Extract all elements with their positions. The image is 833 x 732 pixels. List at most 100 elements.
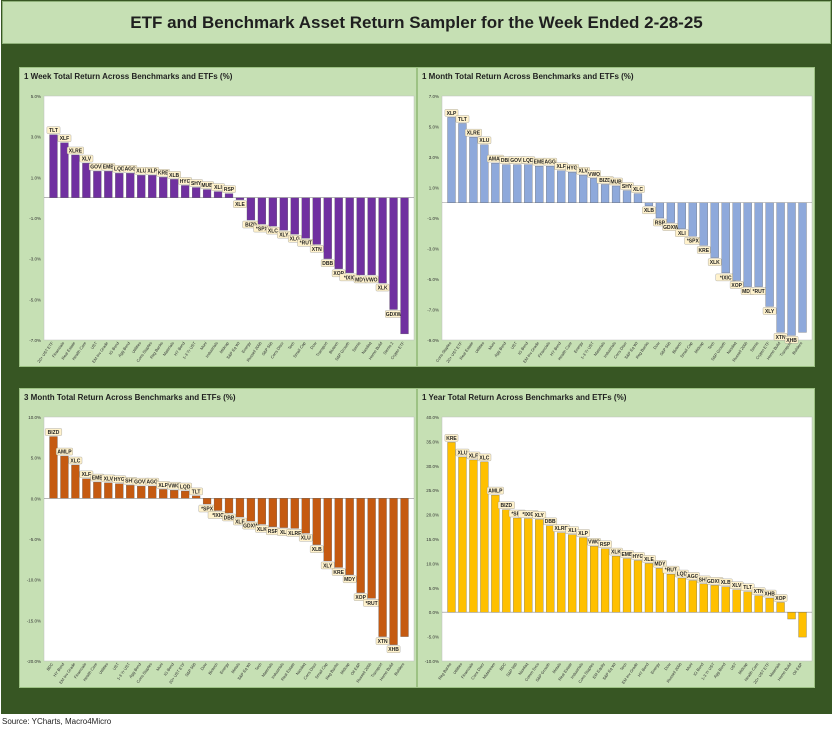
- x-tick-label: Reg Banks: [437, 662, 452, 681]
- bar: [378, 197, 387, 284]
- bar: [257, 197, 267, 225]
- data-label-box: [57, 134, 72, 142]
- data-label-box: [375, 283, 390, 292]
- data-label: MDY: [355, 277, 367, 283]
- chart-title: 1 Month Total Return Across Benchmarks a…: [422, 72, 634, 81]
- data-label-box: [46, 126, 61, 134]
- x-tick-label: Muni: [487, 341, 496, 351]
- bar: [49, 436, 58, 499]
- x-tick-label: Transport: [315, 340, 329, 357]
- data-label: XLB: [644, 208, 654, 214]
- data-label-box: [587, 170, 601, 178]
- bar: [688, 580, 697, 613]
- data-label-box: [320, 259, 335, 267]
- x-tick-label: HY Bond: [637, 662, 650, 678]
- x-tick-label: Utilities: [98, 662, 109, 675]
- x-tick-label: S&P 500: [505, 661, 519, 677]
- data-label: XLI: [568, 528, 576, 534]
- bar: [568, 172, 577, 203]
- data-label: XLV: [732, 583, 742, 589]
- y-tick-label: -3.0%: [427, 247, 439, 252]
- data-label: XLF: [82, 472, 91, 478]
- data-label: XTN: [312, 247, 322, 253]
- bar: [644, 563, 654, 613]
- data-label-box: [598, 540, 612, 548]
- x-tick-label: UST: [111, 661, 120, 671]
- x-tick-label: Utilities: [474, 341, 485, 354]
- data-label-box: [477, 136, 492, 144]
- data-label: MDY: [742, 289, 754, 295]
- bar: [224, 498, 234, 514]
- data-label-box: [375, 637, 390, 645]
- bar: [257, 498, 267, 525]
- bar: [148, 175, 157, 198]
- data-label-box: [464, 129, 482, 137]
- data-label-box: [486, 486, 504, 495]
- bar: [93, 481, 102, 499]
- bar: [765, 202, 774, 307]
- bar: [181, 490, 190, 499]
- bar: [579, 537, 588, 613]
- data-label: LQD: [677, 571, 688, 577]
- x-tick-label: Dow: [309, 341, 318, 351]
- data-label: XLK: [611, 549, 621, 555]
- data-label: EMB: [621, 552, 633, 558]
- data-label: XOP: [333, 271, 344, 277]
- bar: [60, 455, 69, 499]
- data-label: XLY: [279, 233, 289, 239]
- data-label: *RUT: [300, 241, 312, 247]
- bar: [622, 190, 632, 203]
- bar: [356, 197, 365, 276]
- bar: [568, 534, 577, 613]
- y-tick-label: -5.0%: [427, 277, 439, 282]
- bar: [611, 555, 621, 613]
- bar: [666, 573, 675, 613]
- bar: [170, 179, 179, 198]
- data-label: TLT: [192, 489, 201, 495]
- data-label: XOP: [355, 595, 366, 601]
- bar: [480, 461, 489, 613]
- data-label: RSP: [224, 187, 235, 193]
- y-tick-label: 0.0%: [31, 496, 41, 501]
- data-label: XLK: [378, 285, 388, 291]
- data-label-box: [729, 281, 744, 289]
- bar: [579, 175, 588, 203]
- bar: [290, 498, 299, 529]
- x-tick-label: Semis: [749, 341, 759, 353]
- x-tick-label: S&P 500: [659, 340, 673, 356]
- data-label-box: [477, 453, 492, 462]
- bar: [699, 583, 708, 613]
- bar: [535, 166, 544, 203]
- data-label: KRE: [333, 570, 344, 576]
- data-label: XHB: [388, 647, 399, 653]
- y-tick-label: 40.0%: [426, 415, 439, 420]
- bar: [644, 202, 654, 206]
- data-label-box: [609, 177, 623, 186]
- bar: [170, 490, 179, 499]
- data-label: EMB: [103, 165, 115, 171]
- data-label-box: [631, 185, 645, 193]
- data-label: XLRE: [555, 526, 569, 532]
- bar: [557, 170, 566, 203]
- data-label: XLY: [535, 513, 545, 519]
- bar: [367, 197, 376, 276]
- data-label: MDY: [654, 562, 666, 568]
- bar: [447, 117, 456, 203]
- bar: [334, 197, 343, 269]
- bar: [356, 498, 365, 593]
- data-label: XLK: [710, 260, 720, 266]
- data-label: XLK: [257, 527, 267, 533]
- x-tick-label: UST: [89, 340, 98, 350]
- x-tick-label: Metals: [551, 662, 562, 675]
- data-label-box: [497, 501, 515, 509]
- bar: [334, 498, 343, 568]
- bar: [246, 498, 256, 522]
- data-label: GOVT: [90, 165, 104, 171]
- data-label: LQD: [180, 484, 191, 490]
- data-label-box: [178, 482, 192, 491]
- data-label-box: [653, 560, 667, 568]
- data-label-box: [662, 565, 680, 574]
- bar: [589, 178, 599, 203]
- x-tick-label: Tech: [619, 662, 628, 672]
- data-label-box: [222, 513, 236, 522]
